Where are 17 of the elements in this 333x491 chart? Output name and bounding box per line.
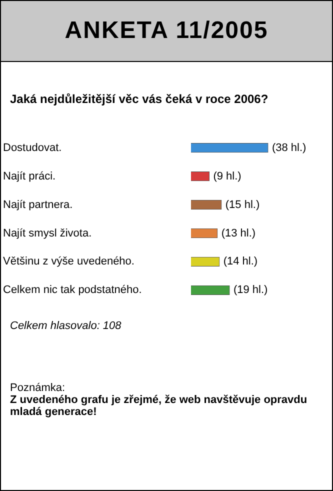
y-tick-label: Dostudovat. xyxy=(3,142,62,154)
text: Poznámka: xyxy=(10,382,66,394)
data-label: (19 hl.) xyxy=(233,284,268,296)
data-label: (13 hl.) xyxy=(221,227,256,240)
y-tick-label: Většinu z výše uvedeného. xyxy=(3,256,134,268)
text: Z uvedeného grafu je zřejmé, že web navštěvuje opravdu mladá generace! xyxy=(10,394,308,418)
y-tick-label: Najít partnera. xyxy=(3,198,73,211)
y-tick-label: Celkem nic tak podstatného. xyxy=(3,284,142,296)
y-tick-label: Najít smysl života. xyxy=(3,227,92,240)
chart-subtitle: Jaká nejdůležitější věc vás čeká v roce 2006? xyxy=(10,92,270,106)
data-label: (14 hl.) xyxy=(223,256,258,268)
text: Celkem hlasovalo: 108 xyxy=(10,320,122,332)
y-tick-label: Najít práci. xyxy=(3,170,56,182)
data-label: (38 hl.) xyxy=(272,142,306,154)
data-label: (15 hl.) xyxy=(225,198,260,211)
chart-title: ANKETA 11/2005 xyxy=(1,1,332,62)
data-label: (9 hl.) xyxy=(213,170,242,182)
